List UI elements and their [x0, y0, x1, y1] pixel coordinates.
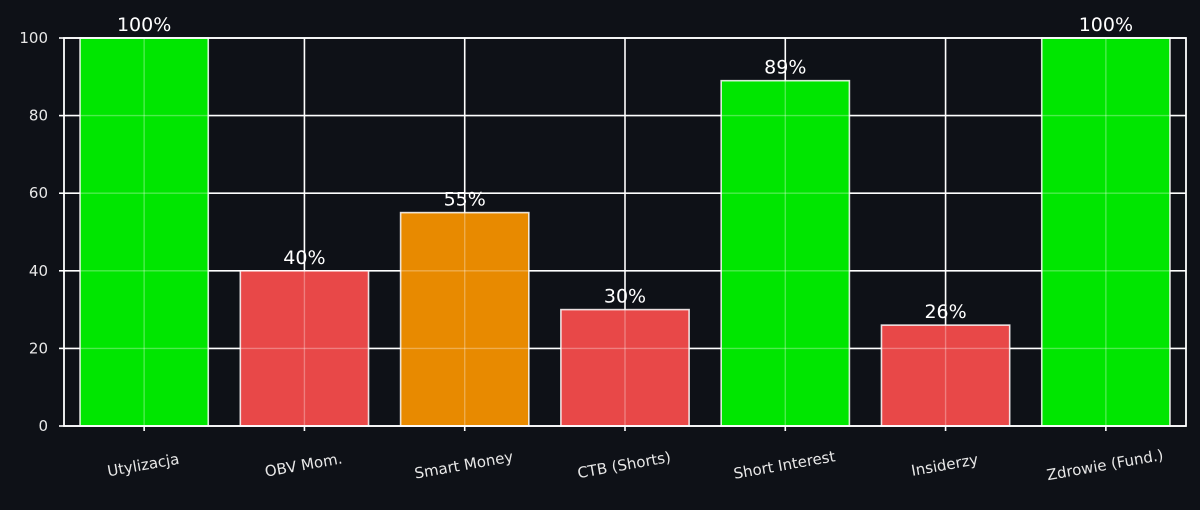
x-tick-label: OBV Mom. — [264, 449, 344, 480]
bar — [1040, 37, 1171, 427]
y-tick-label: 0 — [38, 417, 48, 435]
bar — [399, 211, 530, 427]
y-axis-ticks: 0 20 40 60 80 100 — [19, 29, 64, 435]
x-tick-label: Short Interest — [732, 447, 837, 483]
bar-value-label: 100% — [1079, 14, 1133, 36]
x-tick-label: Zdrowie (Fund.) — [1045, 446, 1164, 484]
bar — [79, 37, 210, 427]
x-tick-label: CTB (Shorts) — [576, 448, 672, 482]
data-labels: 100% 40% 55% 30% 89% 26% 100% — [117, 14, 1133, 323]
bars — [79, 37, 1171, 427]
bar-value-label: 100% — [117, 14, 171, 36]
x-axis-ticks: Utylizacja OBV Mom. Smart Money CTB (Shorts… — [106, 426, 1165, 484]
bar-value-label: 89% — [764, 57, 806, 79]
y-tick-label: 60 — [29, 184, 48, 202]
bar-value-label: 55% — [444, 189, 486, 211]
bar — [239, 269, 370, 427]
y-tick-label: 40 — [29, 262, 48, 280]
x-tick-label: Utylizacja — [106, 450, 181, 480]
x-tick-label: Insiderzy — [910, 450, 980, 479]
grid-overlay — [80, 38, 1170, 426]
y-tick-label: 20 — [29, 339, 48, 357]
bar — [720, 79, 851, 427]
bar-value-label: 26% — [924, 301, 966, 323]
y-tick-label: 100 — [19, 29, 48, 47]
bar-value-label: 30% — [604, 286, 646, 308]
x-tick-label: Smart Money — [413, 448, 515, 483]
bar-value-label: 40% — [283, 247, 325, 269]
y-tick-label: 80 — [29, 107, 48, 125]
